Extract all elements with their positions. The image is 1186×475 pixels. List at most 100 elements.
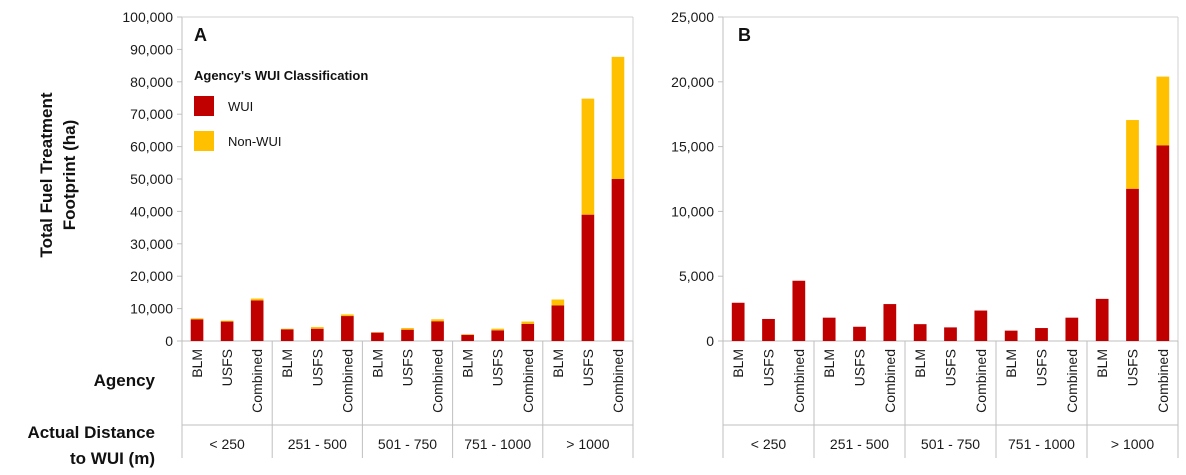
category-label-a: BLM (460, 349, 476, 378)
bar-wui-b (792, 280, 806, 341)
category-label-b: Combined (1155, 349, 1171, 413)
bar-wui-b (822, 317, 836, 341)
distance-row-label-line2: to WUI (m) (70, 449, 155, 468)
bar-non-wui-a (401, 328, 414, 330)
bar-wui-a (341, 316, 354, 341)
y-axis-label-line2: Footprint (ha) (60, 120, 79, 230)
category-label-b: Combined (791, 349, 807, 413)
bar-non-wui-a (491, 328, 505, 331)
y-tick-label-a: 90,000 (130, 41, 173, 57)
y-tick-label-a: 30,000 (130, 236, 173, 252)
category-label-b: USFS (1125, 349, 1141, 386)
y-tick-label-a: 80,000 (130, 74, 173, 90)
category-label-a: USFS (580, 349, 596, 386)
category-label-a: Combined (249, 349, 265, 413)
bar-wui-a (461, 334, 474, 341)
bar-non-wui-a (341, 314, 354, 317)
legend-swatch-non-wui (194, 131, 214, 151)
y-tick-label-b: 5,000 (679, 268, 714, 284)
bar-wui-a (220, 321, 234, 341)
bar-wui-b (1004, 330, 1018, 341)
bar-wui-a (401, 329, 414, 341)
bar-wui-a (551, 305, 565, 341)
bar-wui-b (883, 304, 897, 341)
category-label-a: Combined (339, 349, 355, 413)
legend-label-wui: WUI (228, 99, 253, 114)
group-label-b: 751 - 1000 (1008, 436, 1075, 452)
y-tick-label-b: 10,000 (671, 203, 714, 219)
category-label-a: USFS (400, 349, 416, 386)
legend: Agency's WUI Classification WUI Non-WUI (194, 68, 368, 151)
category-label-b: BLM (1003, 349, 1019, 378)
category-label-b: BLM (912, 349, 928, 378)
group-label-b: > 1000 (1111, 436, 1154, 452)
y-tick-label-a: 0 (165, 333, 173, 349)
y-tick-label-b: 25,000 (671, 9, 714, 25)
bar-wui-b (1126, 188, 1139, 341)
y-tick-label-b: 15,000 (671, 139, 714, 155)
group-label-a: 251 - 500 (288, 436, 347, 452)
y-tick-label-b: 20,000 (671, 74, 714, 90)
bar-wui-b (974, 310, 988, 341)
category-label-b: USFS (761, 349, 777, 386)
bar-non-wui-a (431, 319, 444, 322)
category-label-b: Combined (1064, 349, 1080, 413)
chart-panel-b: 0 5,000 10,000 15,000 20,000 25,000 BLM USFS Com… (671, 9, 1179, 458)
y-tick-label-a: 70,000 (130, 106, 173, 122)
bar-non-wui-a (461, 334, 474, 335)
bar-wui-a (310, 328, 324, 341)
y-tick-label-a: 20,000 (130, 268, 173, 284)
bar-wui-a (250, 300, 264, 341)
bar-wui-a (431, 321, 444, 341)
legend-label-non-wui: Non-WUI (228, 134, 281, 149)
group-label-b: 251 - 500 (830, 436, 889, 452)
bar-wui-b (1095, 298, 1109, 341)
group-label-b: < 250 (751, 436, 787, 452)
y-tick-label-a: 10,000 (130, 301, 173, 317)
group-label-a: 501 - 750 (378, 436, 437, 452)
y-axis-label-line1: Total Fuel Treatment (37, 92, 56, 257)
bar-wui-a (521, 323, 535, 341)
y-tick-label-a: 50,000 (130, 171, 173, 187)
bar-wui-b (944, 327, 957, 341)
category-label-b: Combined (973, 349, 989, 413)
category-label-a: BLM (550, 349, 566, 378)
y-tick-label-b: 0 (706, 333, 714, 349)
legend-title: Agency's WUI Classification (194, 68, 368, 83)
bar-non-wui-a (611, 56, 625, 179)
bar-wui-b (1065, 317, 1079, 341)
group-label-a: < 250 (209, 436, 245, 452)
category-label-a: Combined (430, 349, 446, 413)
bar-wui-a (371, 332, 384, 341)
bar-wui-a (491, 330, 505, 341)
category-label-a: USFS (219, 349, 235, 386)
agency-row-label: Agency (94, 371, 156, 390)
category-label-a: USFS (490, 349, 506, 386)
category-label-b: USFS (1034, 349, 1050, 386)
panel-label-b: B (738, 25, 751, 45)
bar-wui-b (1035, 328, 1048, 341)
y-tick-label-a: 60,000 (130, 139, 173, 155)
bar-non-wui-b (1126, 120, 1139, 189)
bar-wui-a (611, 179, 625, 341)
category-label-a: BLM (279, 349, 295, 378)
category-label-a: USFS (309, 349, 325, 386)
bar-wui-b (853, 326, 866, 341)
category-label-a: BLM (369, 349, 385, 378)
bar-wui-b (762, 318, 775, 341)
category-label-b: Combined (882, 349, 898, 413)
group-label-a: > 1000 (566, 436, 609, 452)
bar-non-wui-a (280, 328, 294, 330)
bar-non-wui-a (551, 299, 565, 306)
category-label-b: BLM (821, 349, 837, 378)
chart-panel-a: 0 10,000 20,000 30,000 40,000 50,000 60,000 70,… (122, 9, 634, 458)
y-tick-label-a: 40,000 (130, 203, 173, 219)
bar-non-wui-b (1156, 76, 1170, 146)
category-label-a: Combined (520, 349, 536, 413)
bar-non-wui-a (310, 327, 324, 329)
bar-non-wui-a (190, 318, 204, 320)
group-label-a: 751 - 1000 (464, 436, 531, 452)
bar-wui-a (190, 319, 204, 341)
category-label-b: USFS (943, 349, 959, 386)
